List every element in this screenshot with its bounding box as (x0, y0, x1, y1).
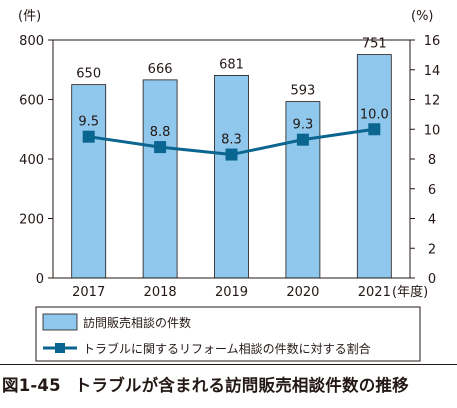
x-axis: 2017 2018 2019 2020 2021 (72, 285, 391, 300)
left-axis-unit: (件) (18, 9, 41, 24)
right-axis-tick-label: 8 (428, 153, 436, 168)
line-point (82, 130, 95, 143)
legend-line-label: トラブルに関するリフォーム相談の件数に対する割合 (83, 341, 371, 356)
legend-box (35, 306, 421, 362)
x-axis-tick-label: 2018 (144, 285, 177, 300)
x-axis-unit: (年度) (392, 284, 428, 300)
line-value-label: 9.3 (293, 118, 314, 133)
right-axis-tick-label: 6 (428, 183, 436, 198)
left-axis-tick-label: 0 (36, 272, 44, 287)
left-axis-tick-label: 400 (19, 153, 44, 168)
line-point (368, 123, 381, 136)
right-axis-tick-label: 10 (424, 123, 441, 138)
caption-rule (0, 364, 457, 365)
right-axis-tick-label: 4 (428, 213, 436, 228)
legend-bar-label: 訪問販売相談の件数 (83, 315, 191, 330)
left-axis-tick-label: 600 (19, 94, 44, 109)
figure-caption: 図1-45 トラブルが含まれる訪問販売相談件数の推移 (2, 372, 455, 396)
left-axis: 0 200 400 600 800 (19, 34, 53, 287)
line-value-label: 10.0 (360, 107, 389, 122)
left-axis-tick-label: 800 (19, 34, 44, 49)
x-axis-tick-label: 2019 (215, 285, 248, 300)
bar-value-label: 593 (290, 84, 315, 99)
bar-value-label: 666 (148, 62, 173, 77)
line-value-label: 8.3 (221, 133, 242, 148)
line-point (296, 133, 309, 146)
x-axis-tick-label: 2020 (286, 285, 319, 300)
right-axis-tick-label: 12 (424, 94, 441, 109)
bar-value-label: 751 (362, 37, 387, 52)
legend-bar-swatch (42, 313, 78, 331)
bar (214, 75, 249, 279)
line-value-label: 9.5 (78, 115, 99, 130)
right-axis-tick-label: 0 (428, 272, 436, 287)
legend-line-marker (55, 343, 65, 353)
right-axis: 0 2 4 6 8 10 12 14 16 (410, 34, 440, 287)
legend: 訪問販売相談の件数 トラブルに関するリフォーム相談の件数に対する割合 (35, 306, 421, 362)
bar (142, 79, 178, 279)
left-axis-tick-label: 200 (19, 213, 44, 228)
line-point (225, 148, 238, 161)
right-axis-tick-label: 14 (424, 64, 441, 79)
bar-value-labels: 650 666 681 593 751 (76, 37, 386, 99)
right-axis-unit: (%) (411, 9, 434, 24)
plot-frame (52, 39, 411, 279)
line-value-label: 8.8 (150, 125, 171, 140)
right-axis-tick-label: 16 (424, 34, 441, 49)
figure-number: 図1-45 (2, 376, 61, 395)
plot-border (52, 39, 411, 279)
bar-value-label: 650 (76, 67, 101, 82)
line-series: 9.5 8.8 8.3 9.3 10.0 (78, 107, 389, 161)
right-axis-tick-label: 2 (428, 242, 436, 257)
bar-value-label: 681 (219, 57, 244, 72)
line-point (154, 141, 167, 154)
bar (71, 84, 107, 279)
bar-series (71, 54, 392, 279)
bar (356, 54, 392, 279)
x-axis-tick-label: 2017 (72, 285, 105, 300)
bar (285, 101, 321, 279)
x-axis-tick-label: 2021 (358, 285, 391, 300)
figure-title: トラブルが含まれる訪問販売相談件数の推移 (74, 376, 409, 395)
